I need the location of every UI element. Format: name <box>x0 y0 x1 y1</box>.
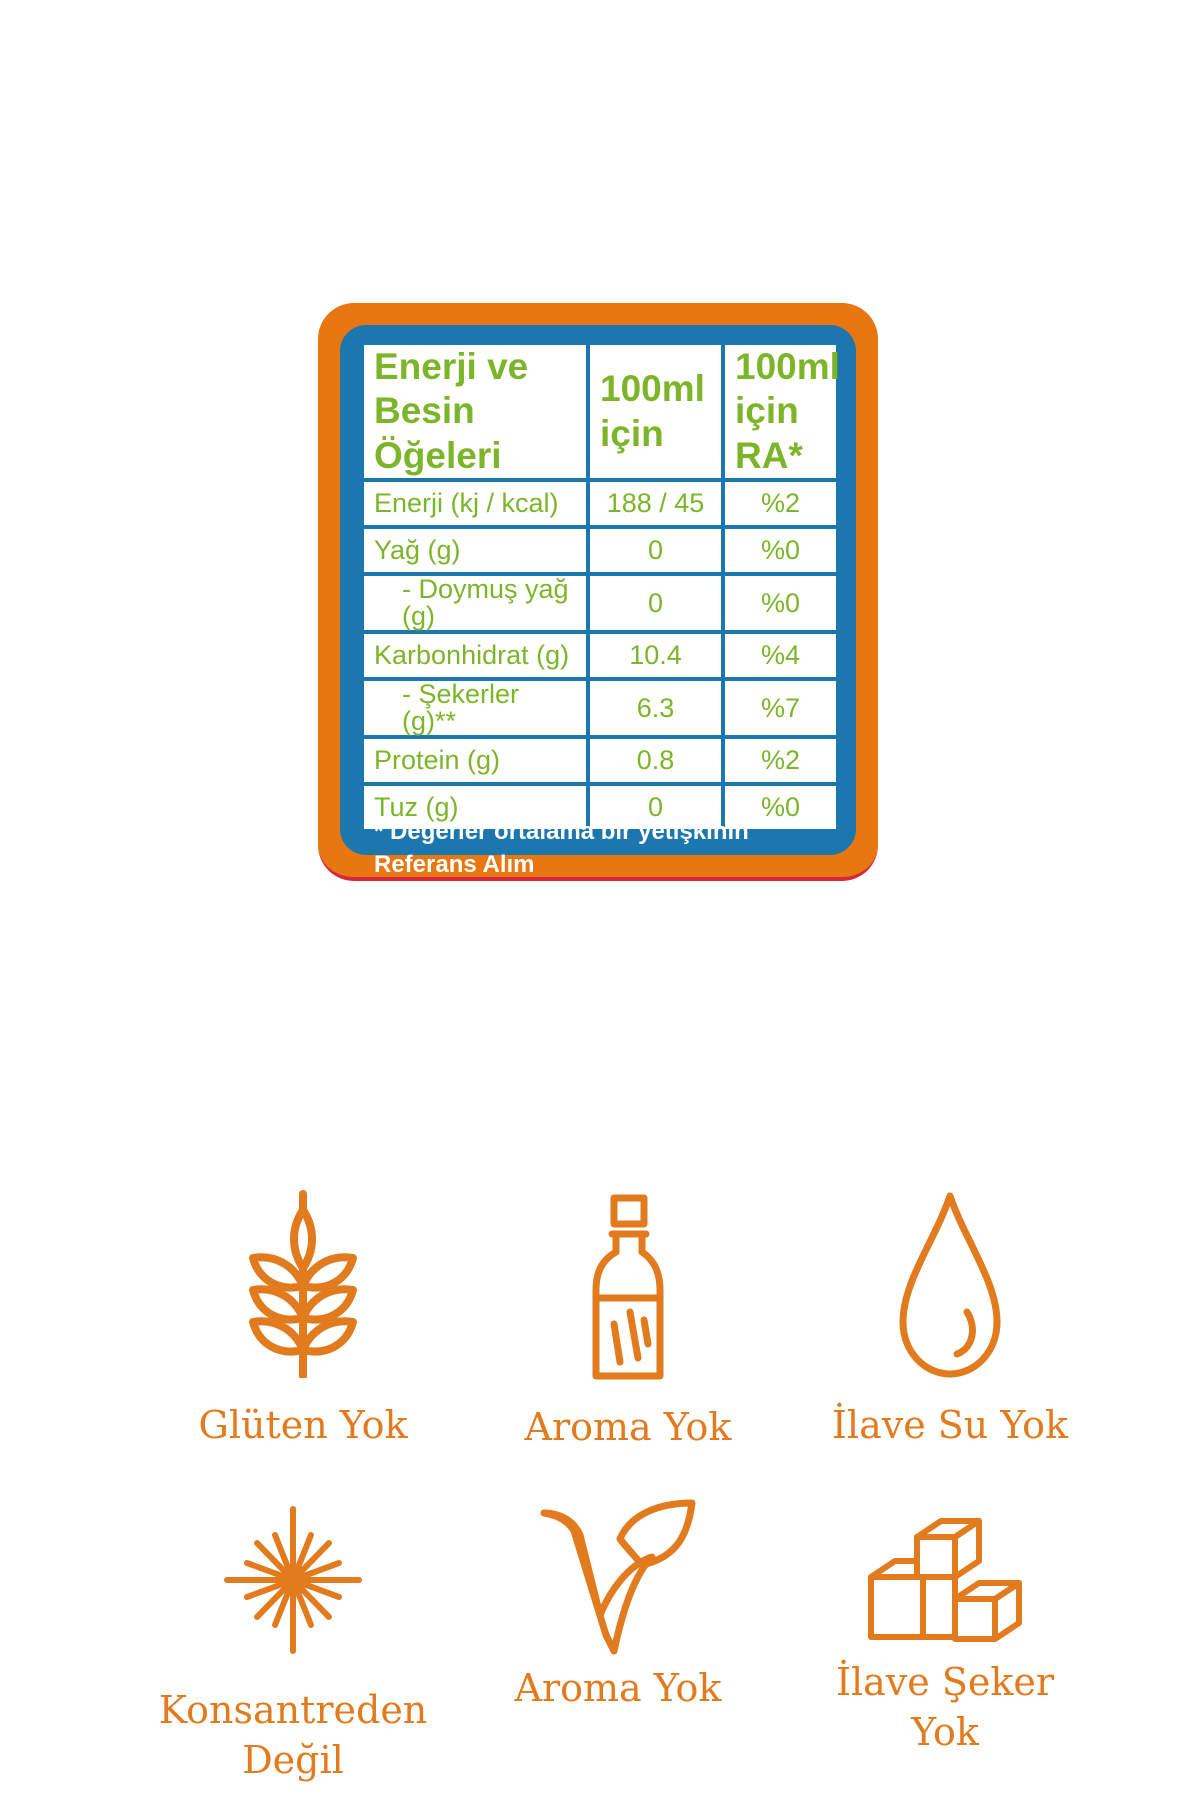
burst-icon <box>224 1506 362 1654</box>
badge-label: Aroma Yok <box>524 1405 732 1449</box>
row-ra: %2 <box>721 735 840 787</box>
row-ra: %0 <box>721 572 840 635</box>
row-name: - Doymuş yağ (g) <box>360 572 590 635</box>
badge-no-added-sugar: İlave Şeker Yok <box>795 1515 1095 1757</box>
badge-label: Aroma Yok <box>514 1666 722 1710</box>
nutrition-table: Enerji ve Besin Öğeleri 100ml için 100ml iç… <box>360 340 840 834</box>
row-name: Yağ (g) <box>360 525 590 577</box>
bottle-icon <box>592 1194 664 1380</box>
row-ra: %7 <box>721 677 840 740</box>
row-name: Karbonhidrat (g) <box>360 630 590 682</box>
row-per100: 188 / 45 <box>586 478 725 530</box>
sugar-cubes-icon <box>868 1518 1022 1642</box>
table-row: Protein (g) 0.8 %2 <box>360 735 840 787</box>
header-ra: 100ml için RA* <box>721 340 840 483</box>
table-row: Tuz (g) 0 %0 <box>360 782 840 834</box>
row-per100: 6.3 <box>586 677 725 740</box>
table-row: Yağ (g) 0 %0 <box>360 525 840 577</box>
table-row: - Şekerler (g)** 6.3 %7 <box>360 677 840 740</box>
row-per100: 0.8 <box>586 735 725 787</box>
row-name: Enerji (kj / kcal) <box>360 478 590 530</box>
row-ra: %4 <box>721 630 840 682</box>
row-per100: 0 <box>586 572 725 635</box>
badge-label: Yok <box>911 1710 979 1754</box>
row-ra: %0 <box>721 525 840 577</box>
row-per100: 10.4 <box>586 630 725 682</box>
row-ra: %0 <box>721 782 840 834</box>
table-row: Enerji (kj / kcal) 188 / 45 %2 <box>360 478 840 530</box>
badge-no-aroma: Aroma Yok <box>478 1194 778 1452</box>
badge-no-aroma-plant: Aroma Yok <box>468 1495 768 1713</box>
row-name: Protein (g) <box>360 735 590 787</box>
row-name: Tuz (g) <box>360 782 590 834</box>
table-row: - Doymuş yağ (g) 0 %0 <box>360 572 840 635</box>
header-per-100ml: 100ml için <box>586 340 725 483</box>
table-header-row: Enerji ve Besin Öğeleri 100ml için 100ml iç… <box>360 340 840 483</box>
row-ra: %2 <box>721 478 840 530</box>
wheat-icon <box>249 1190 357 1378</box>
badge-label: İlave Su Yok <box>831 1403 1069 1447</box>
badge-label: Konsantreden <box>158 1688 428 1732</box>
leaf-icon <box>540 1499 696 1655</box>
badge-gluten-free: Glüten Yok <box>153 1188 453 1450</box>
badge-no-added-water: İlave Su Yok <box>800 1190 1100 1450</box>
badge-label: İlave Şeker <box>835 1660 1055 1704</box>
row-per100: 0 <box>586 782 725 834</box>
row-name: - Şekerler (g)** <box>360 677 590 740</box>
water-drop-icon <box>899 1192 1001 1378</box>
badge-not-from-concentrate: Konsantreden Değil <box>143 1505 443 1785</box>
nutrition-label-inner: Enerji ve Besin Öğeleri 100ml için 100ml iç… <box>340 325 856 911</box>
footnote: * Değerler ortalama bir yetişkinin Refer… <box>374 818 791 911</box>
row-per100: 0 <box>586 525 725 577</box>
badge-label: Değil <box>242 1738 344 1782</box>
header-nutrients: Enerji ve Besin Öğeleri <box>360 340 590 483</box>
nutrition-label: Enerji ve Besin Öğeleri 100ml için 100ml iç… <box>318 303 878 911</box>
table-row: Karbonhidrat (g) 10.4 %4 <box>360 630 840 682</box>
badge-label: Glüten Yok <box>198 1403 408 1447</box>
